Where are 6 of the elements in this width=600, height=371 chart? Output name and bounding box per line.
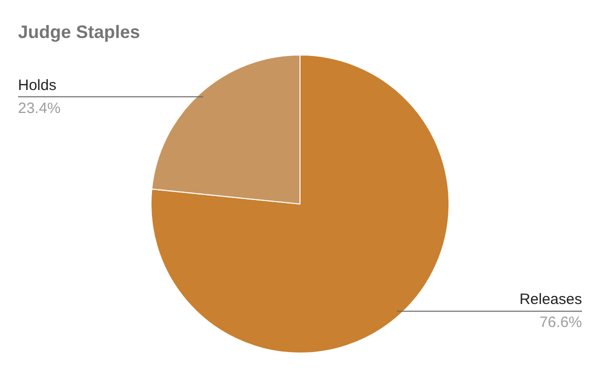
pie-slice <box>150 54 450 354</box>
data-label: 76.6% <box>539 314 582 332</box>
chart-title: Judge Staples <box>18 22 140 42</box>
data-label: 23.4% <box>18 100 61 117</box>
slice-label: Releases <box>519 291 582 308</box>
slice-label: Holds <box>18 76 56 94</box>
